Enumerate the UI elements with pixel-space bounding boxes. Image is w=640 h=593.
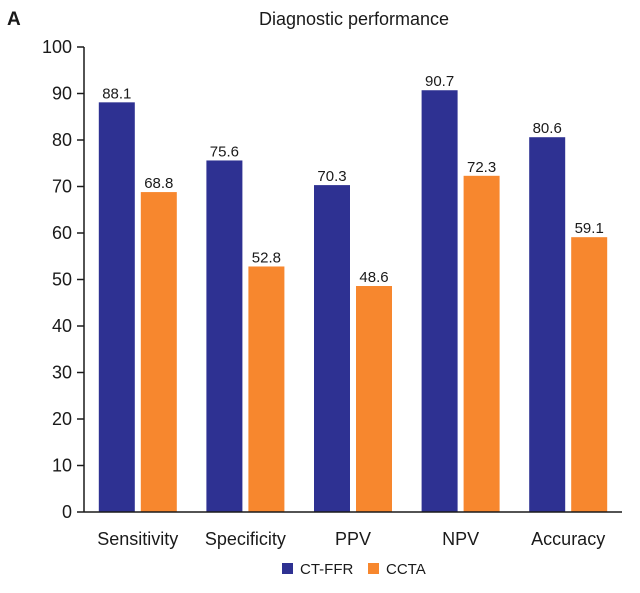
bar-ccta-npv: [463, 175, 500, 512]
legend: CT-FFR CCTA: [282, 561, 426, 578]
bar-ccta-accuracy: [571, 237, 608, 512]
bar-ccta-ppv: [356, 286, 392, 512]
value-label-ct-ffr-sensitivity: 88.1: [102, 85, 131, 102]
y-tick-label-3: 30: [52, 363, 72, 383]
bar-ccta-specificity: [248, 266, 285, 512]
bar-ccta-sensitivity: [140, 192, 177, 512]
bar-ct-ffr-sensitivity: [98, 102, 135, 513]
chart-title: Diagnostic performance: [259, 9, 449, 29]
bar-ct-ffr-specificity: [206, 160, 243, 512]
y-tick-label-0: 0: [62, 502, 72, 522]
value-label-ct-ffr-npv: 90.7: [425, 73, 454, 90]
x-tick-label-accuracy: Accuracy: [531, 529, 605, 549]
y-tick-label-8: 80: [52, 130, 72, 150]
y-tick-label-9: 90: [52, 84, 72, 104]
x-tick-label-sensitivity: Sensitivity: [97, 529, 178, 549]
value-label-ccta-accuracy: 59.1: [575, 220, 604, 237]
x-axis-labels: Sensitivity Specificity PPV NPV Accuracy: [97, 529, 605, 549]
legend-swatch-ct-ffr: [282, 563, 293, 574]
panel-label: A: [7, 9, 21, 30]
bar-ct-ffr-accuracy: [529, 137, 566, 512]
value-label-ccta-npv: 72.3: [467, 159, 496, 176]
x-tick-label-ppv: PPV: [335, 529, 371, 549]
bar-ct-ffr-ppv: [314, 185, 350, 513]
x-tick-label-npv: NPV: [442, 529, 479, 549]
y-tick-label-7: 70: [52, 177, 72, 197]
y-tick-label-10: 100: [42, 37, 72, 57]
value-label-ct-ffr-ppv: 70.3: [317, 168, 346, 185]
legend-label-ccta: CCTA: [386, 561, 426, 578]
x-tick-label-specificity: Specificity: [205, 529, 286, 549]
y-tick-label-5: 50: [52, 270, 72, 290]
legend-label-ct-ffr: CT-FFR: [300, 561, 353, 578]
legend-swatch-ccta: [368, 563, 379, 574]
value-label-ct-ffr-accuracy: 80.6: [533, 120, 562, 137]
value-label-ccta-ppv: 48.6: [359, 269, 388, 286]
y-axis-ticks: 0 10 20 30 40 50 60 70 80 90 100: [42, 37, 84, 522]
value-label-ccta-specificity: 52.8: [252, 249, 281, 266]
bars: 88.1 68.8 75.6 52.8 70.3 48.6 90.7 72.3 80.6 59.1: [98, 73, 608, 513]
y-tick-label-4: 40: [52, 316, 72, 336]
bar-ct-ffr-npv: [421, 90, 458, 513]
value-label-ct-ffr-specificity: 75.6: [210, 143, 239, 160]
y-tick-label-1: 10: [52, 456, 72, 476]
y-tick-label-6: 60: [52, 223, 72, 243]
value-label-ccta-sensitivity: 68.8: [144, 175, 173, 192]
y-tick-label-2: 20: [52, 409, 72, 429]
